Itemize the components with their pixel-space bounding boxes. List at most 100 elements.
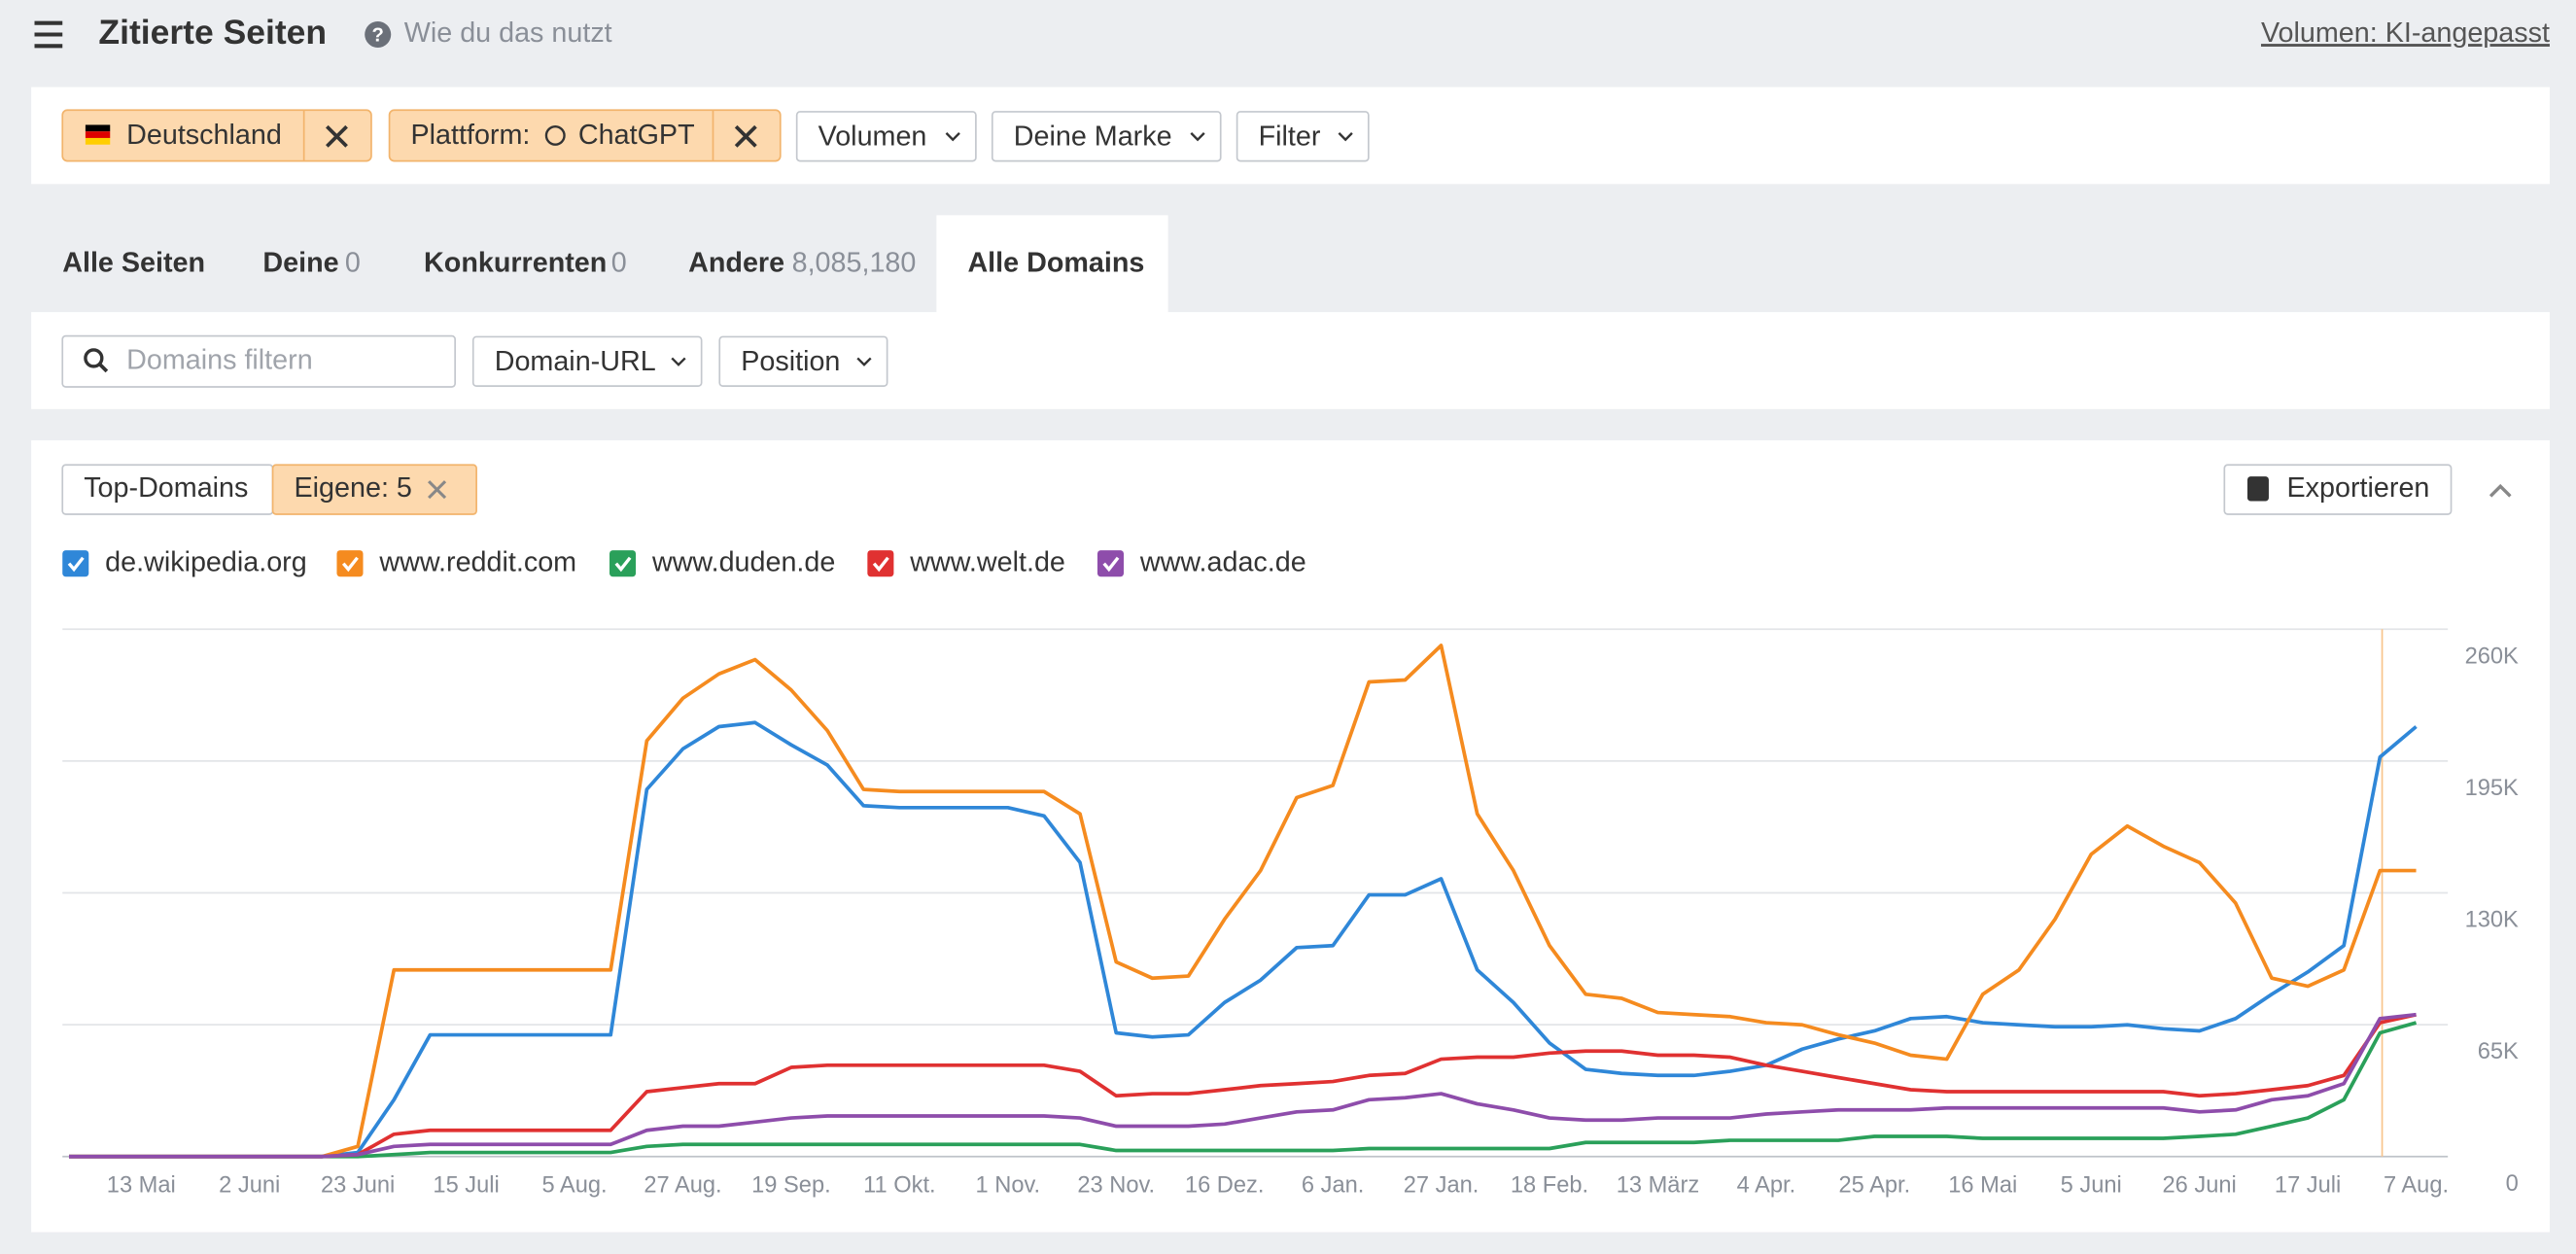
legend-label[interactable]: www.welt.de — [909, 546, 1065, 577]
x-tick-label: 19 Sep. — [751, 1172, 831, 1198]
legend-label[interactable]: www.reddit.com — [378, 546, 576, 577]
x-tick-label: 4 Apr. — [1737, 1172, 1796, 1198]
dropdown[interactable] — [1236, 111, 1370, 162]
menu-icon[interactable] — [34, 20, 63, 49]
legend-checkbox[interactable] — [1097, 550, 1124, 577]
dropdown-label: Position — [741, 346, 840, 377]
toggle-label: Top-Domains — [84, 472, 248, 504]
y-tick-label: 130K — [2465, 908, 2519, 933]
check-icon — [67, 556, 85, 573]
platform-icon — [544, 124, 566, 146]
tab[interactable]: Andere — [688, 248, 784, 279]
flag — [85, 124, 111, 132]
flag — [85, 131, 111, 138]
remove-icon[interactable] — [428, 480, 447, 500]
export-button[interactable] — [2223, 464, 2453, 515]
search-icon — [98, 363, 109, 373]
check-icon — [872, 556, 889, 573]
remove-icon[interactable] — [326, 124, 348, 148]
series-line — [68, 720, 2418, 1159]
series-line — [68, 644, 2417, 1159]
tab-count: 0 — [611, 248, 627, 279]
toggle-button-active[interactable] — [271, 464, 477, 515]
help-icon-glyph: ? — [372, 25, 384, 47]
tab[interactable]: Alle Domains — [967, 248, 1144, 279]
legend-checkbox[interactable] — [336, 550, 364, 577]
x-tick-label: 1 Nov. — [976, 1172, 1041, 1198]
x-tick-label: 27 Jan. — [1404, 1172, 1479, 1198]
chevron-icon — [856, 357, 872, 366]
x-tick-label: 16 Mai — [1948, 1172, 2017, 1198]
help-link[interactable]: Wie du das nutzt — [404, 17, 612, 49]
search-icon — [84, 348, 104, 368]
chevron-icon — [945, 132, 960, 142]
chart-panel — [31, 439, 2550, 1233]
legend-checkbox[interactable] — [609, 550, 637, 577]
series-line — [68, 1021, 2418, 1159]
y-tick-label: 0 — [2506, 1171, 2519, 1197]
x-tick-label: 15 Juli — [433, 1172, 499, 1198]
legend-label[interactable]: de.wikipedia.org — [105, 546, 307, 577]
series-line — [68, 1012, 2417, 1159]
dropdown-label: Filter — [1259, 122, 1321, 153]
chevron-icon — [671, 357, 686, 366]
x-tick-label: 23 Nov. — [1077, 1172, 1155, 1198]
x-tick-label: 26 Juni — [2163, 1172, 2237, 1198]
tab[interactable]: Deine — [262, 248, 338, 279]
dropdown[interactable] — [471, 335, 703, 388]
toggle-label: Eigene: 5 — [295, 472, 412, 504]
active-tab[interactable] — [936, 215, 1168, 314]
export-icon — [2246, 476, 2269, 502]
check-icon — [614, 556, 632, 573]
x-tick-label: 17 Juli — [2275, 1172, 2341, 1198]
platform-value: ChatGPT — [578, 120, 695, 151]
dropdown[interactable] — [795, 111, 977, 162]
platform-chip[interactable] — [388, 109, 782, 162]
check-icon — [341, 556, 359, 573]
y-tick-label: 65K — [2478, 1039, 2519, 1064]
country-chip[interactable] — [61, 109, 372, 162]
search-placeholder: Domains filtern — [126, 344, 313, 375]
country-label: Deutschland — [126, 120, 282, 151]
remove-icon[interactable] — [734, 124, 757, 148]
search-box[interactable] — [61, 334, 456, 388]
y-tick-label: 260K — [2465, 644, 2519, 669]
help-icon[interactable] — [365, 20, 392, 49]
dropdown-label: Deine Marke — [1014, 122, 1172, 153]
collapse-icon[interactable] — [2489, 483, 2512, 498]
page-title: Zitierte Seiten — [98, 13, 327, 52]
export-label: Exportieren — [2287, 472, 2430, 504]
dropdown[interactable] — [718, 335, 888, 388]
x-tick-label: 25 Apr. — [1839, 1172, 1911, 1198]
x-tick-label: 6 Jan. — [1302, 1172, 1364, 1198]
x-tick-label: 23 Juni — [321, 1172, 395, 1198]
dropdown-label: Volumen — [818, 122, 927, 153]
legend-checkbox[interactable] — [867, 550, 894, 577]
flag — [85, 137, 111, 145]
dropdown[interactable] — [991, 111, 1222, 162]
x-tick-label: 5 Juni — [2061, 1172, 2122, 1198]
tab-count: 8,085,180 — [792, 248, 917, 279]
x-tick-label: 13 März — [1617, 1172, 1699, 1198]
chevron-icon — [1190, 132, 1205, 142]
legend-label[interactable]: www.duden.de — [651, 546, 835, 577]
legend-checkbox[interactable] — [62, 550, 89, 577]
x-tick-label: 5 Aug. — [542, 1172, 608, 1198]
legend-label[interactable]: www.adac.de — [1139, 546, 1306, 577]
x-tick-label: 18 Feb. — [1511, 1172, 1588, 1198]
check-icon — [1102, 556, 1120, 573]
x-tick-label: 11 Okt. — [863, 1172, 936, 1198]
tab-count: 0 — [345, 248, 361, 279]
tab[interactable]: Alle Seiten — [62, 248, 205, 279]
x-tick-label: 7 Aug. — [2384, 1172, 2449, 1198]
series-line — [68, 1012, 2417, 1159]
x-tick-label: 27 Aug. — [644, 1172, 721, 1198]
x-tick-label: 16 Dez. — [1185, 1172, 1265, 1198]
tab[interactable]: Konkurrenten — [424, 248, 607, 279]
volume-link[interactable]: Volumen: KI-angepasst — [2261, 17, 2550, 49]
x-tick-label: 2 Juni — [219, 1172, 280, 1198]
platform-label: Plattform: — [411, 120, 531, 151]
chevron-icon — [1338, 132, 1353, 142]
y-tick-label: 195K — [2465, 776, 2519, 801]
